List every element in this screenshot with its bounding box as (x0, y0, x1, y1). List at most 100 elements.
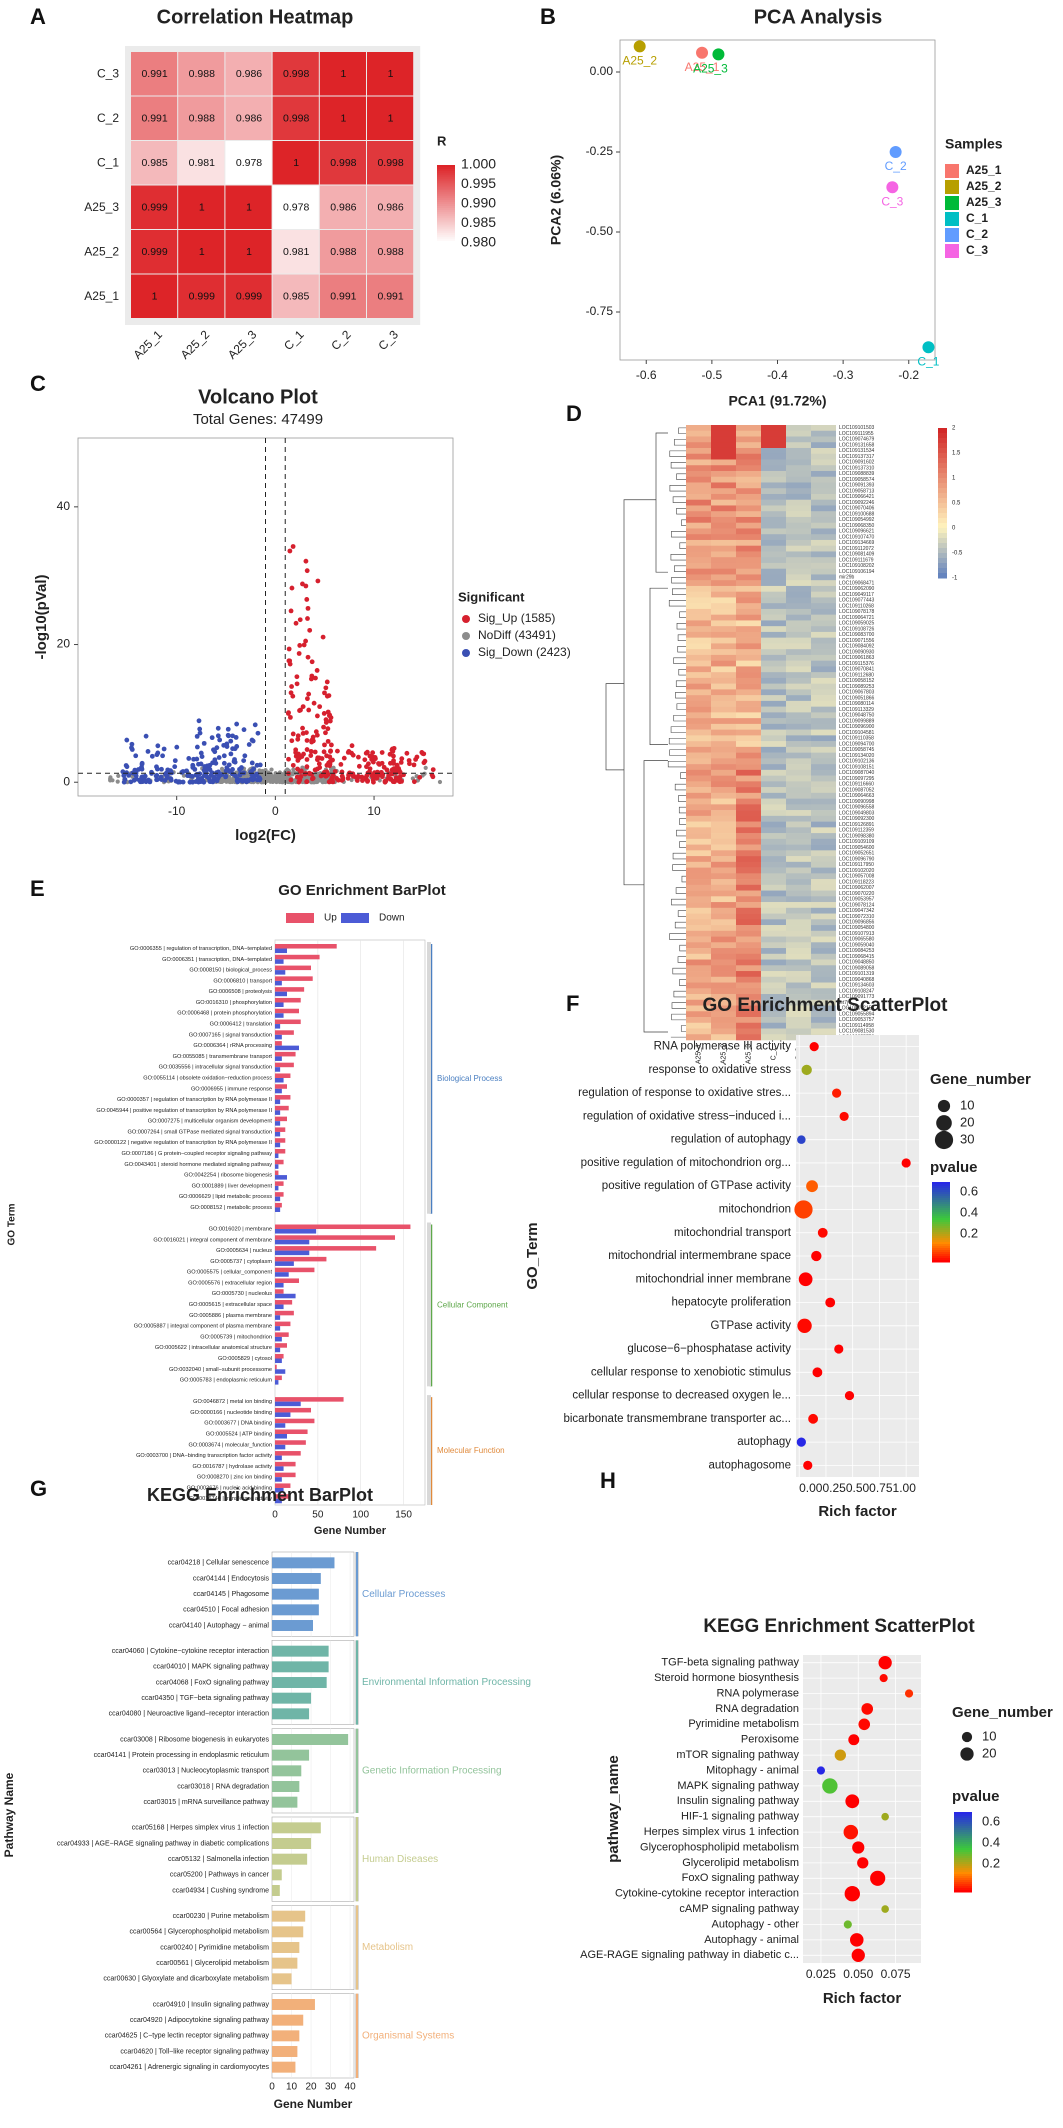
gene-heatmap-cell (736, 764, 761, 771)
gene-heatmap-cell (686, 654, 711, 661)
gene-heatmap-cell (761, 1005, 786, 1012)
volcano-point-up (303, 638, 309, 644)
gene-heatmap-cell (761, 787, 786, 794)
kegg-bar (272, 1781, 300, 1792)
kegg-bar (272, 1869, 282, 1881)
go-scatter-color-legend-swatch (932, 1200, 950, 1203)
gene-heatmap-cell (786, 804, 811, 811)
heatmap-cell-label: 0.988 (189, 68, 215, 80)
gene-heatmap-cell (811, 764, 836, 771)
go-bar-legend-swatch (286, 913, 314, 923)
pca-legend-label: A25_1 (966, 163, 1002, 177)
gene-heatmap-legend-tick: -1 (952, 576, 958, 582)
kegg-bar-x-tick-label: 40 (345, 2082, 357, 2093)
go-bar-up (275, 1353, 284, 1359)
volcano-point-nodiff (227, 777, 232, 782)
go-bar-up (275, 1202, 282, 1208)
pca-legend-title: Samples (945, 136, 1003, 152)
kegg-scatter-point (870, 1870, 886, 1886)
gene-heatmap-cell (811, 896, 836, 903)
pca-x-tick-label: -0.6 (636, 368, 657, 382)
gene-heatmap-cell (811, 551, 836, 558)
gene-heatmap-cell (761, 821, 786, 828)
go-scatter-point (808, 1413, 819, 1424)
gene-heatmap-cell (811, 631, 836, 638)
gene-heatmap-cell (761, 539, 786, 547)
heatmap-legend-swatch (437, 194, 455, 197)
gene-heatmap-cell (736, 919, 761, 926)
gene-heatmap-row-label: LOC109096790 (839, 856, 875, 862)
heatmap-cell-label: 0.981 (283, 246, 309, 258)
volcano-legend-label: NoDiff (43491) (478, 628, 556, 642)
gene-heatmap-cell (786, 769, 811, 776)
gene-heatmap-cell (761, 585, 786, 592)
gene-heatmap-cell (811, 545, 836, 552)
gene-heatmap-cell (686, 562, 711, 569)
dendrogram-branch (671, 577, 686, 584)
gene-heatmap-cell (761, 453, 786, 460)
volcano-legend-label: Sig_Down (2423) (478, 645, 571, 659)
kegg-scatter-point (845, 1794, 860, 1809)
gene-heatmap-cell (811, 861, 836, 868)
kegg-bar (272, 2030, 300, 2042)
go-bar-up (275, 1224, 411, 1230)
go-bar-term-label: GO:0005622 | intracellular anatomical st… (155, 1345, 272, 1351)
kegg-scatter-color-legend-swatch (954, 1832, 972, 1835)
go-scatter-size-legend-dot (934, 1130, 954, 1150)
gene-heatmap-row-label: LOC109134669 (839, 540, 875, 546)
go-scatter-color-legend-swatch (932, 1238, 950, 1241)
gene-heatmap-row-label: LOC109065580 (839, 937, 875, 943)
go-scatter-color-legend-swatch (932, 1216, 950, 1219)
volcano-point-down (197, 726, 203, 732)
gene-heatmap-cell (686, 442, 711, 449)
gene-heatmap-cell (811, 660, 836, 667)
gene-heatmap-cell (711, 465, 736, 472)
volcano-point-up (363, 750, 369, 756)
gene-heatmap-cell (811, 637, 836, 644)
kegg-bar-group-label: Human Diseases (362, 1854, 438, 1865)
gene-heatmap-cell (811, 591, 836, 598)
volcano-point-up (307, 627, 313, 633)
gene-heatmap-cell (811, 597, 836, 604)
volcano-point-down (249, 768, 254, 774)
heatmap-cell (225, 274, 272, 318)
heatmap-cell (178, 274, 225, 318)
kegg-scatter-color-legend-swatch (954, 1836, 972, 1839)
gene-heatmap-cell (786, 712, 811, 719)
go-bar-term-label: GO:0005615 | extracellular space (189, 1302, 272, 1308)
go-bar-term-label: GO:0032040 | small−subunit processome (169, 1367, 272, 1373)
go-bar-up (275, 1105, 289, 1111)
volcano-point-down (194, 733, 200, 739)
gene-heatmap-cell (736, 821, 761, 828)
go-bar-down (275, 1153, 279, 1159)
go-bar-term-label: GO:0016310 | phosphorylation (196, 1000, 272, 1006)
volcano-point-down (174, 744, 180, 750)
go-scatter-term-label: mitochondrial intermembrane space (608, 1250, 791, 1262)
kegg-scatter-term-label: FoxO signaling pathway (682, 1872, 800, 1884)
kegg-scatter-term-label: Herpes simplex virus 1 infection (644, 1826, 799, 1838)
dendrogram-branch (669, 933, 686, 940)
kegg-scatter-color-legend-swatch (954, 1878, 972, 1881)
heatmap-cell (178, 141, 225, 185)
go-bar-up (275, 954, 320, 960)
volcano-point-down (202, 770, 208, 775)
go-bar-term-label: GO:0006468 | protein phosphorylation (177, 1011, 272, 1017)
pca-point-c-2 (889, 146, 902, 158)
kegg-bar (272, 1838, 312, 1849)
volcano-point-down (249, 760, 255, 766)
go-bar-term-label: GO:0000166 | nucleotide binding (190, 1410, 272, 1416)
gene-heatmap-cell (786, 971, 811, 978)
kegg-bar-term-label: ccar05200 | Pathways in cancer (170, 1872, 270, 1879)
gene-heatmap-cell (786, 833, 811, 840)
heatmap-cell-label: 1 (388, 113, 394, 125)
gene-heatmap-cell (761, 562, 786, 569)
heatmap-legend-swatch (437, 174, 455, 178)
kegg-bar (272, 1557, 335, 1569)
gene-heatmap-cell (811, 436, 836, 443)
gene-heatmap-cell (811, 948, 836, 955)
volcano-point-up (297, 643, 303, 648)
kegg-scatter-color-legend-swatch (954, 1858, 972, 1861)
gene-heatmap-legend-tick: 2 (952, 426, 956, 432)
kegg-bar (272, 1942, 300, 1953)
kegg-scatter-point (881, 1812, 889, 1821)
